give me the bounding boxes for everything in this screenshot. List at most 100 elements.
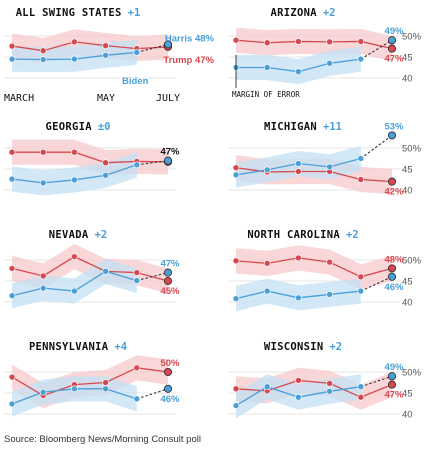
band-trump: [236, 245, 392, 290]
point-biden: [232, 295, 240, 302]
point-trump: [357, 273, 365, 281]
harris-end-label: 47%: [160, 147, 180, 158]
point-trump: [295, 377, 302, 384]
panel-pennsylvania: PENNSYLVANIA +4 46% 50%: [4, 341, 180, 417]
margin-label: ±0: [98, 121, 111, 133]
point-biden: [39, 388, 47, 396]
point-trump: [39, 47, 47, 55]
margin-label: +2: [329, 341, 342, 353]
point-biden: [357, 287, 365, 295]
margin-label: +2: [346, 229, 359, 241]
harris-end-label: 46%: [160, 394, 180, 405]
margin-label: +2: [95, 229, 108, 241]
y-tick-label: 45: [402, 53, 413, 64]
point-biden: [357, 155, 365, 162]
x-tick-label: MARCH: [4, 93, 34, 104]
point-trump: [163, 276, 173, 286]
point-trump: [8, 265, 16, 272]
point-trump: [39, 272, 47, 280]
point-trump: [102, 159, 109, 166]
trump-end-label: Trump 47%: [163, 55, 214, 66]
point-biden: [133, 49, 141, 56]
panel-title: ARIZONA +2: [270, 7, 335, 19]
point-trump: [263, 260, 271, 267]
panel-arizona: 50% 45 40 ARIZONA +2 49% 47% MARGIN OF ERROR: [228, 7, 422, 99]
point-trump: [357, 176, 365, 183]
margin-label: +1: [128, 7, 141, 19]
state-name: ALL SWING STATES: [16, 7, 122, 19]
line-harris: [136, 272, 169, 282]
point-biden: [39, 179, 47, 187]
point-biden: [263, 383, 271, 391]
point-biden: [133, 277, 141, 284]
trump-end-label: 47%: [384, 54, 404, 65]
point-trump: [326, 38, 333, 46]
panel-title: NEVADA +2: [49, 229, 107, 241]
point-biden: [357, 55, 365, 63]
line-harris: [136, 43, 169, 53]
harris-end-label: 49%: [384, 26, 404, 37]
y-tick-label: 45: [402, 389, 413, 400]
point-biden: [326, 291, 333, 298]
panel-michigan: 50% 45 40 MICHIGAN +11 53% 42%: [228, 121, 422, 198]
trump-end-label: 42%: [384, 187, 404, 198]
state-name: ARIZONA: [270, 7, 317, 19]
point-trump: [71, 253, 78, 260]
point-trump: [326, 380, 333, 387]
point-biden: [71, 287, 78, 295]
point-biden: [295, 294, 302, 302]
point-trump: [387, 177, 397, 186]
band-biden: [236, 46, 361, 85]
panel-title: PENNSYLVANIA +4: [29, 341, 127, 353]
y-tick-label: 40: [402, 410, 413, 421]
point-trump: [102, 42, 109, 49]
state-name: WISCONSIN: [264, 341, 324, 353]
panel-title: GEORGIA ±0: [45, 121, 110, 133]
point-trump: [102, 379, 109, 386]
point-harris: [387, 36, 397, 45]
panel-all-swing-states: ALL SWING STATES +1 Harris 48% Trump 47% Bid…: [4, 7, 215, 104]
point-trump: [387, 264, 397, 273]
point-trump: [357, 38, 365, 45]
state-name: NEVADA: [49, 229, 89, 241]
state-name: PENNSYLVANIA: [29, 341, 109, 353]
point-biden: [295, 393, 302, 401]
trump-end-label: 47%: [384, 390, 404, 401]
margin-label: +4: [114, 341, 127, 353]
trump-end-label: 45%: [160, 286, 180, 297]
point-trump: [8, 42, 16, 50]
line-harris: [360, 375, 393, 388]
margin-label: +11: [323, 121, 342, 133]
point-harris: [163, 384, 173, 393]
point-biden: [102, 172, 109, 179]
point-harris: [163, 156, 173, 165]
point-biden: [8, 55, 16, 63]
point-trump: [133, 269, 141, 276]
point-trump: [326, 258, 333, 266]
point-biden: [263, 166, 271, 174]
trump-end-label: 50%: [160, 358, 180, 369]
panel-nevada: NEVADA +2 47% 45%: [4, 229, 180, 309]
line-harris: [136, 160, 169, 166]
point-trump: [71, 148, 78, 156]
point-biden: [71, 55, 78, 63]
panel-title: WISCONSIN +2: [264, 341, 342, 353]
point-biden: [102, 385, 109, 393]
state-name: NORTH CAROLINA: [247, 229, 340, 241]
point-trump: [387, 44, 397, 53]
point-harris: [387, 272, 397, 281]
y-tick-label: 50%: [402, 368, 422, 379]
point-trump: [71, 38, 78, 46]
point-trump: [8, 148, 16, 156]
point-biden: [133, 161, 141, 169]
source-note: Source: Bloomberg News/Morning Consult p…: [4, 434, 201, 445]
point-trump: [295, 168, 302, 175]
point-trump: [8, 373, 16, 381]
biden-label: Biden: [122, 76, 149, 87]
line-trump: [12, 151, 169, 164]
point-trump: [163, 367, 173, 377]
x-tick-label: MAY: [97, 93, 115, 104]
line-harris: [136, 388, 169, 400]
point-biden: [263, 64, 271, 71]
point-biden: [8, 400, 16, 408]
